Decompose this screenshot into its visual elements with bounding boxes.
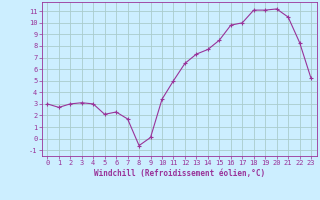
X-axis label: Windchill (Refroidissement éolien,°C): Windchill (Refroidissement éolien,°C) [94,169,265,178]
